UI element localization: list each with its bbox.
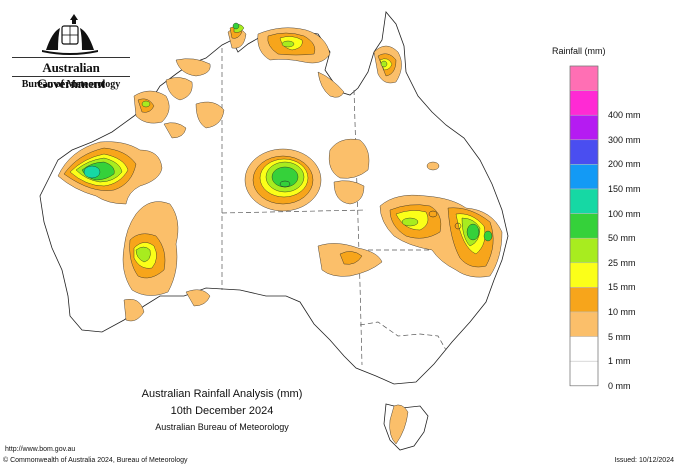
legend-label: 25 mm xyxy=(608,257,636,268)
legend-swatch xyxy=(569,65,599,91)
legend-label: 10 mm xyxy=(608,307,636,317)
legend-swatch xyxy=(569,287,599,313)
rainfall-50mm xyxy=(83,165,101,179)
issued-date: Issued: 10/12/2024 xyxy=(614,457,674,464)
agency-name: Bureau of Meteorology xyxy=(21,79,121,90)
legend-swatch xyxy=(569,90,599,116)
legend-label: 300 mm xyxy=(608,134,641,145)
coat-of-arms-icon xyxy=(42,14,98,55)
legend-swatch xyxy=(569,139,599,165)
legend-swatch xyxy=(569,164,599,190)
government-name: Australian Government xyxy=(36,60,106,91)
header-rule-bottom xyxy=(12,76,130,77)
legend-frame xyxy=(569,65,599,387)
map-title: Australian Rainfall Analysis (mm) xyxy=(141,388,303,400)
legend-swatch xyxy=(569,311,599,337)
legend-label: 0 mm xyxy=(608,380,631,391)
legend-label: 400 mm xyxy=(608,110,641,121)
header-rule-top xyxy=(12,57,130,58)
legend-label: 1 mm xyxy=(608,356,631,367)
map-date: 10th December 2024 xyxy=(170,405,274,417)
legend-label: 150 mm xyxy=(608,184,641,194)
legend-label: 15 mm xyxy=(608,282,636,293)
legend-swatch xyxy=(569,237,599,264)
legend-swatch xyxy=(569,262,599,288)
legend-swatch xyxy=(569,336,599,362)
legend-swatches xyxy=(569,65,599,387)
copyright-notice: © Commonwealth of Australia 2024, Bureau… xyxy=(3,457,188,464)
legend-label: 5 mm xyxy=(608,331,631,342)
legend-swatch xyxy=(569,213,599,239)
map-source: Australian Bureau of Meteorology xyxy=(155,422,289,432)
legend-label: 200 mm xyxy=(608,159,641,170)
legend-swatch xyxy=(569,188,599,214)
legend-label: 50 mm xyxy=(608,233,636,244)
legend-swatch xyxy=(569,360,599,387)
website-url: http://www.bom.gov.au xyxy=(5,446,76,453)
legend-title: Rainfall (mm) xyxy=(552,46,606,56)
legend-swatch xyxy=(569,114,599,141)
rainfall-contours xyxy=(279,180,462,230)
legend-label: 100 mm xyxy=(608,208,641,219)
